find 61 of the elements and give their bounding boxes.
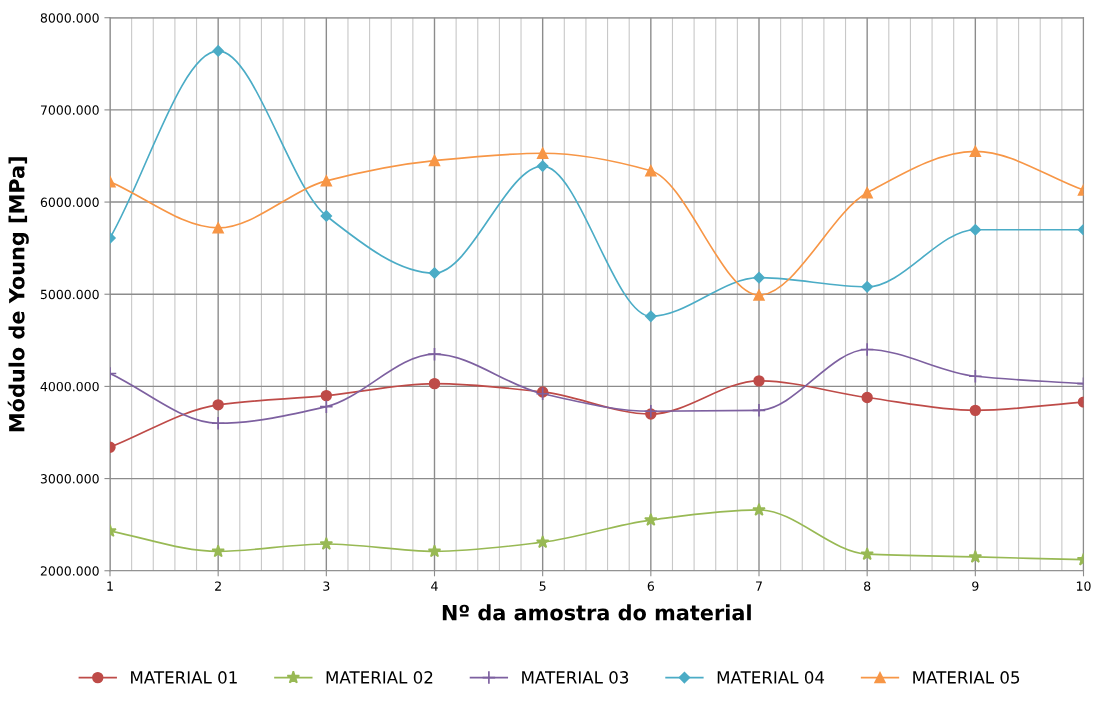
legend-label: MATERIAL 04 [717,671,825,684]
point [753,271,765,284]
point [644,512,658,526]
point [969,145,982,158]
y-tick-label: 4000.000 [40,381,99,392]
point [212,399,224,411]
y-axis-title: Módulo de Young [MPa] [7,157,29,432]
x-tick-label: 7 [756,581,762,591]
point [861,391,873,404]
point [428,377,441,390]
x-tick-label: 9 [972,581,979,591]
point [212,222,224,234]
y-tick-label: 2000.000 [40,566,99,576]
point [320,175,333,187]
x-axis-title: Nº da amostra do material [442,604,751,621]
legend-label: MATERIAL 02 [326,671,433,684]
point [860,342,875,357]
y-tick-label: 8000.000 [40,13,99,23]
y-tick-label: 7000.000 [40,105,99,115]
point [753,289,765,301]
legend-label: MATERIAL 01 [131,671,237,684]
point [643,404,658,419]
point [427,347,442,362]
legend-label: MATERIAL 03 [522,671,629,684]
point [751,403,767,418]
point [320,389,333,402]
x-tick-label: 2 [215,581,221,591]
y-tick-label: 3000.000 [40,474,99,484]
point [861,281,873,293]
point [861,187,873,199]
point [535,535,550,549]
y-tick-label: 6000.000 [40,197,99,207]
y-tick-label: 5000.000 [40,289,99,300]
x-tick-label: 10 [1076,581,1091,591]
point [752,502,766,516]
point [211,544,225,558]
x-tick-label: 1 [107,581,113,591]
point [428,154,441,167]
point [969,404,982,417]
point [211,416,226,431]
point [753,375,765,387]
point [320,210,333,222]
point [428,267,441,279]
x-tick-label: 6 [647,581,655,591]
x-tick-label: 8 [864,581,871,591]
point [968,369,983,384]
point [645,310,657,323]
x-tick-label: 4 [431,581,438,591]
point [212,45,224,57]
point [969,223,982,236]
point [427,544,442,558]
point [645,165,657,177]
legend-label: MATERIAL 05 [913,671,1020,684]
x-tick-label: 5 [539,581,546,591]
point [860,547,874,561]
x-tick-label: 3 [323,581,330,591]
point [319,399,334,414]
point [536,160,549,172]
point [536,147,549,159]
point [968,549,983,563]
point [319,536,334,550]
